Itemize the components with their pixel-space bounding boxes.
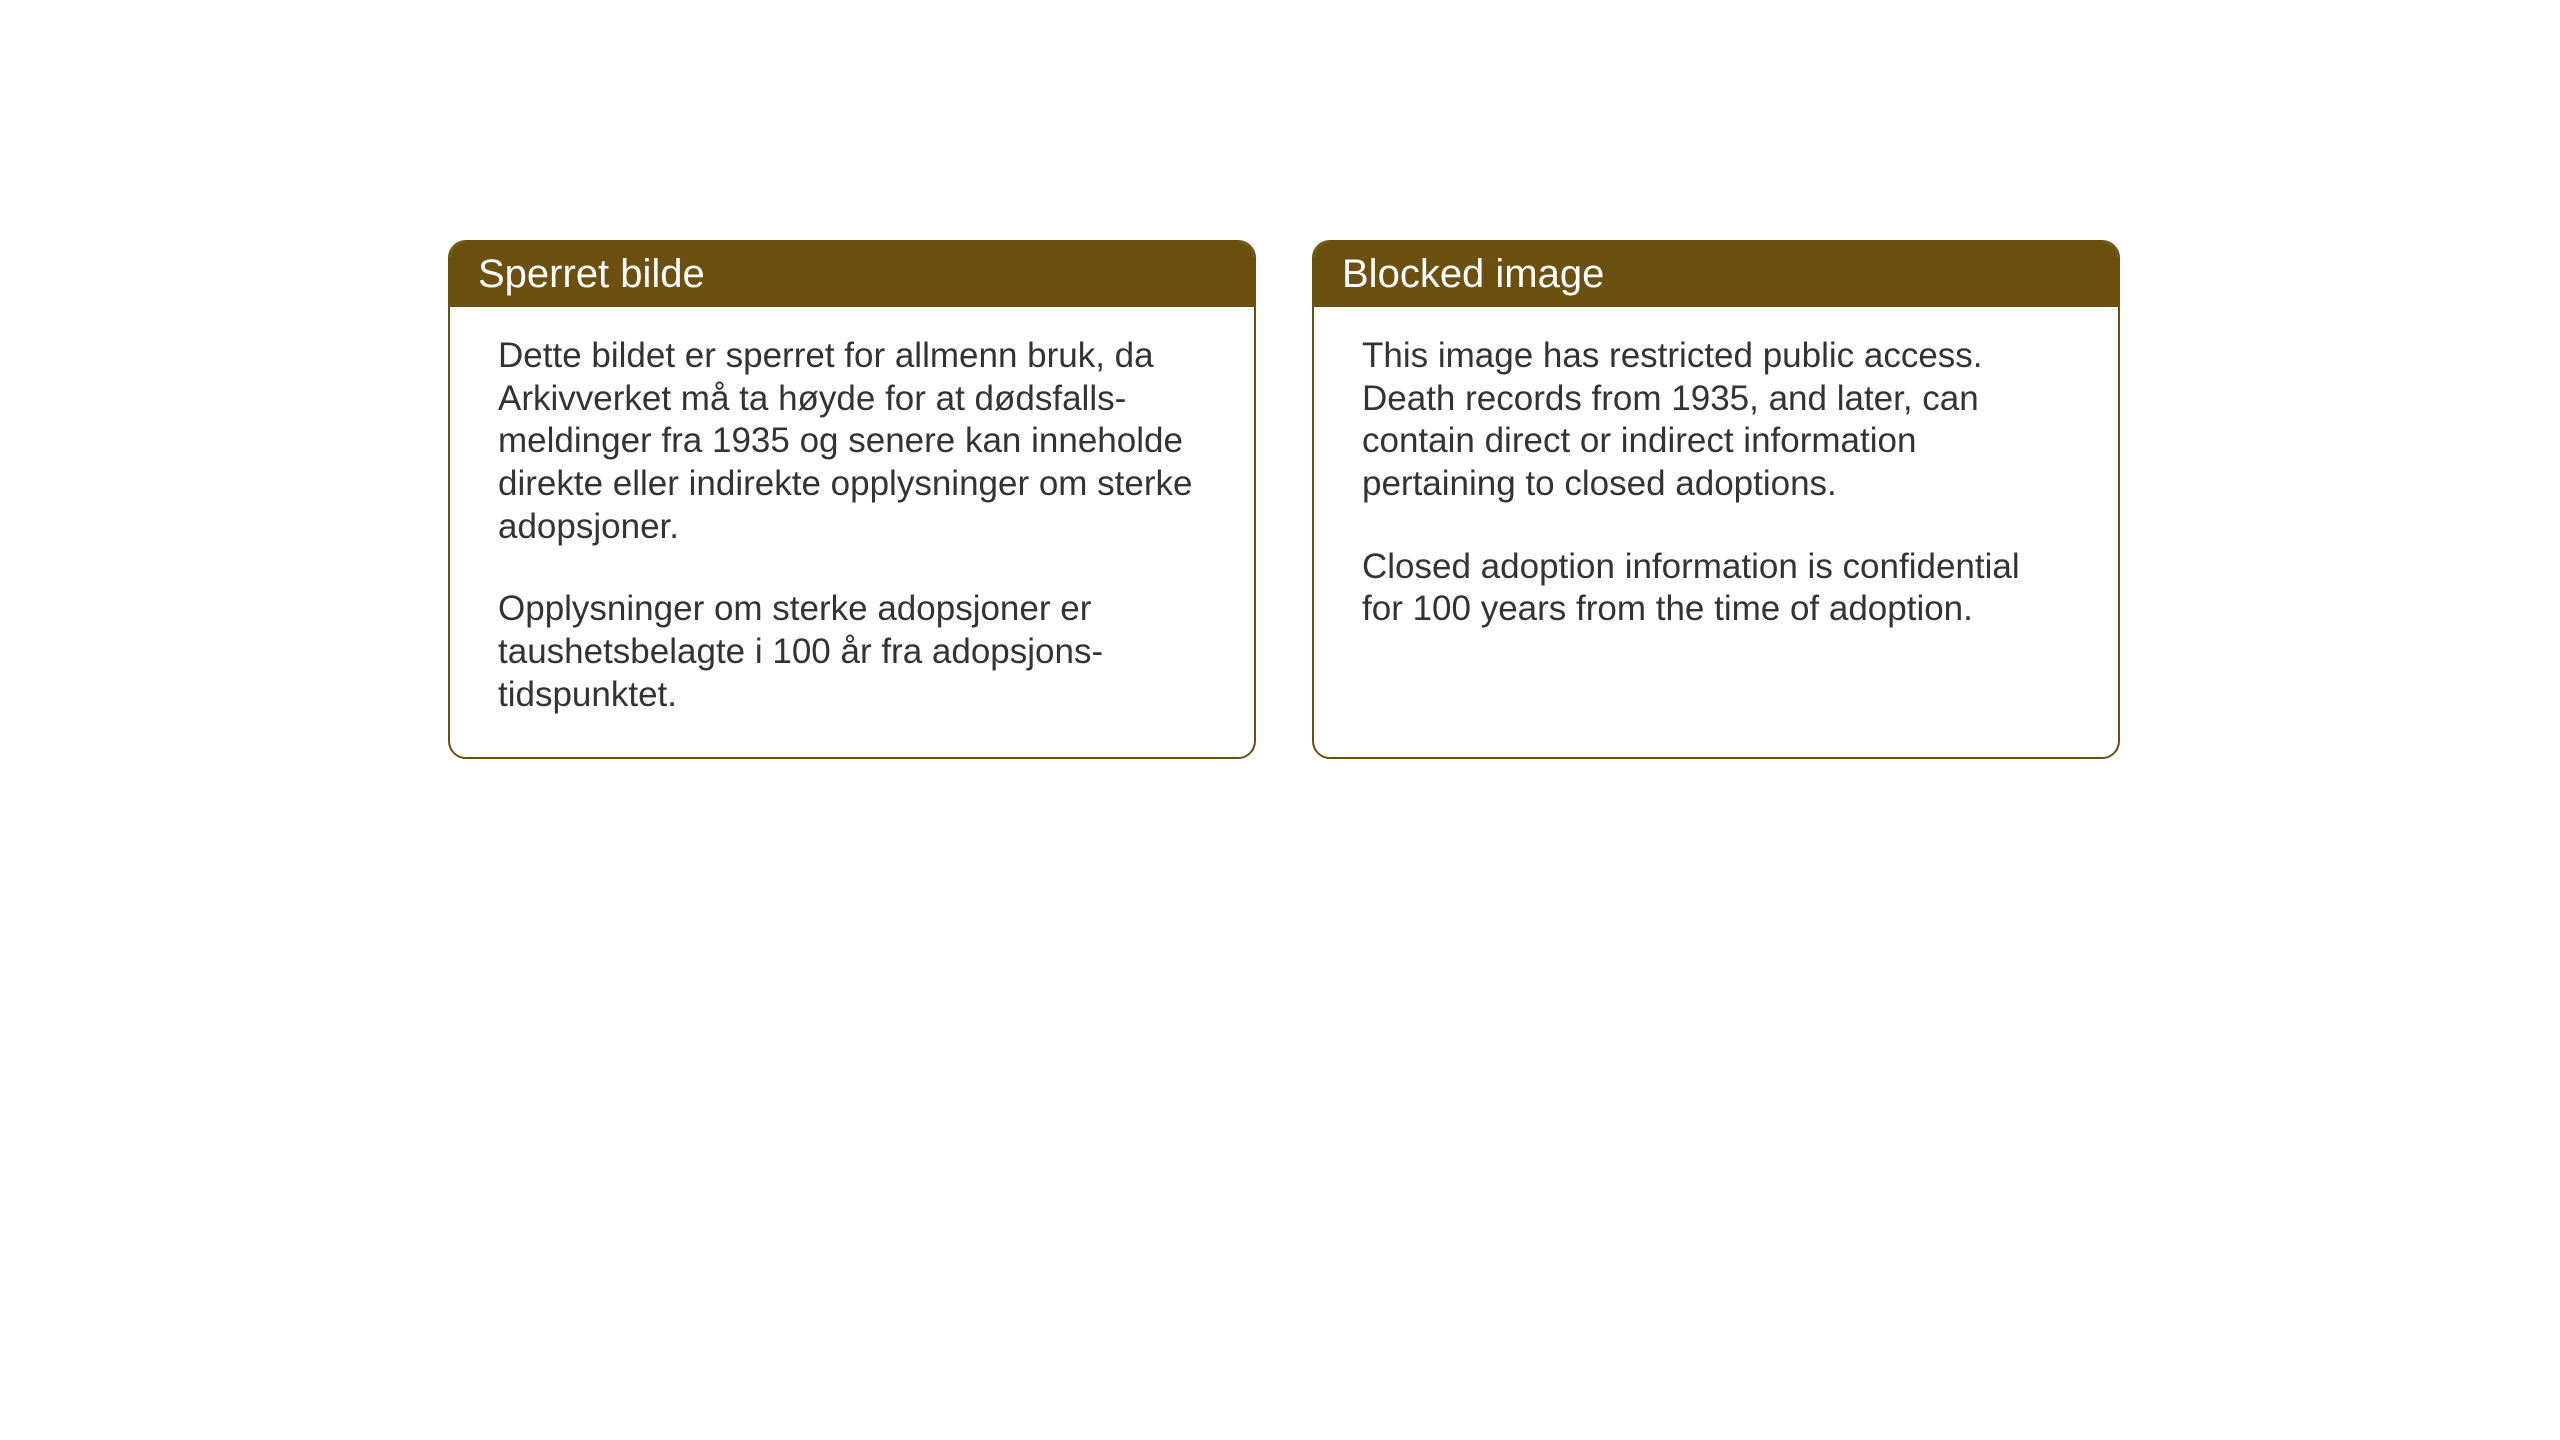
norwegian-paragraph-2: Opplysninger om sterke adopsjoner er tau… [498,588,1206,716]
english-card-body: This image has restricted public access.… [1314,307,2118,671]
norwegian-card-title: Sperret bilde [450,242,1254,307]
norwegian-card-body: Dette bildet er sperret for allmenn bruk… [450,307,1254,757]
english-paragraph-2: Closed adoption information is confident… [1362,546,2070,631]
english-card-title: Blocked image [1314,242,2118,307]
english-card: Blocked image This image has restricted … [1312,240,2120,759]
english-paragraph-1: This image has restricted public access.… [1362,335,2070,506]
norwegian-card: Sperret bilde Dette bildet er sperret fo… [448,240,1256,759]
norwegian-paragraph-1: Dette bildet er sperret for allmenn bruk… [498,335,1206,548]
cards-container: Sperret bilde Dette bildet er sperret fo… [448,240,2120,759]
